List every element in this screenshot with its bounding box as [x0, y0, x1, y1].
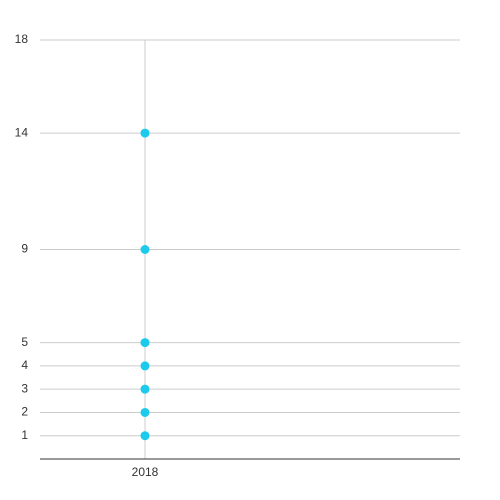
- dot: [140, 361, 150, 371]
- dot: [140, 245, 150, 254]
- y-tick-label: 1: [21, 428, 28, 442]
- y-tick-label: 14: [15, 125, 29, 139]
- dot: [140, 431, 150, 441]
- y-tick-label: 9: [21, 242, 28, 256]
- dot: [140, 128, 150, 138]
- y-tick-label: 5: [21, 335, 28, 349]
- dot: [140, 384, 150, 394]
- x-tick-label: 2018: [132, 465, 159, 479]
- y-tick-label: 18: [15, 32, 29, 46]
- y-tick-label: 2: [21, 405, 28, 419]
- dot: [140, 407, 150, 417]
- y-tick-label: 3: [21, 381, 28, 395]
- dot: [140, 338, 150, 348]
- y-tick-label: 4: [21, 358, 28, 372]
